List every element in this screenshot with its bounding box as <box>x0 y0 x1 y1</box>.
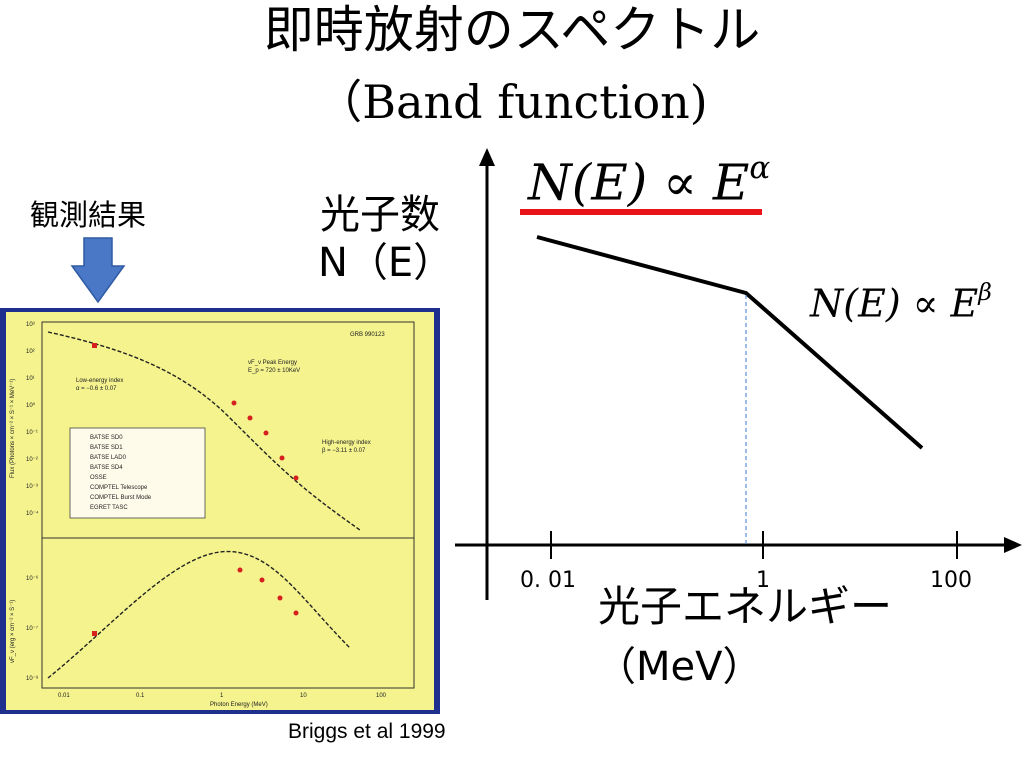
formula-exponent: α <box>749 150 771 186</box>
legend-box <box>69 427 206 519</box>
y-axis-arrowhead <box>479 148 495 166</box>
top-panel-fit-curve <box>47 331 361 531</box>
peak-energy-text: νF_ν Peak Energy <box>248 360 297 366</box>
bottom-panel-data-points <box>92 567 299 636</box>
peak-energy-value: E_p = 720 ± 10KeV <box>248 368 300 374</box>
legend-item: OSSE <box>90 475 107 481</box>
figure-y-tick: 10⁻³ <box>26 484 38 490</box>
legend-item: BATSE SD0 <box>90 435 123 441</box>
figure-x-tick: 10 <box>300 693 307 699</box>
figure-y-tick: 10¹ <box>26 376 35 382</box>
legend-item: EGRET TASC <box>90 505 128 511</box>
plot-label: GRB 990123 <box>350 332 385 338</box>
figure-x-tick: 0.1 <box>136 693 145 699</box>
figure-xlabel: Photon Energy (MeV) <box>210 702 268 708</box>
formula-op: ∝ <box>912 281 939 326</box>
x-tick-label: 1 <box>756 568 770 593</box>
figure-top-ylabel: Flux (Photons × cm⁻² × S⁻¹ × MeV⁻¹) <box>10 379 16 478</box>
formula-power-base: E <box>712 153 750 212</box>
observation-plot: BATSE SD0 BATSE SD1 BATSE LAD0 BATSE SD4… <box>6 312 434 710</box>
legend-item: BATSE SD4 <box>90 465 123 471</box>
formula-high-energy: N(E) ∝ Eβ <box>810 278 992 325</box>
figure-y-tick: 10⁻¹ <box>26 430 38 436</box>
figure-x-tick: 1 <box>220 693 224 699</box>
formula-low-energy: N(E) ∝ Eα <box>528 150 770 212</box>
high-index-value: β = −3.11 ± 0.07 <box>322 448 366 454</box>
figure-bottom-ylabel: νF_ν (erg × cm⁻² × S⁻¹) <box>10 600 16 663</box>
down-arrow-icon <box>70 237 126 304</box>
x-tick-label: 100 <box>930 568 972 593</box>
legend-item: COMPTEL Telescope <box>90 485 148 491</box>
x-tick-label: 0. 01 <box>520 568 576 593</box>
legend-item: BATSE SD1 <box>90 445 123 451</box>
legend-item: COMPTEL Burst Mode <box>90 495 152 501</box>
high-index-text: High-energy index <box>322 440 371 446</box>
figure-x-tick: 0.01 <box>58 693 70 699</box>
page-title: 即時放射のスペクトル <box>263 1 761 59</box>
figure-y-tick: 10⁰ <box>26 402 36 409</box>
figure-x-tick: 100 <box>376 693 387 699</box>
y-axis-label-line2: N（E） <box>318 240 454 286</box>
observation-figure: BATSE SD0 BATSE SD1 BATSE LAD0 BATSE SD4… <box>0 308 440 714</box>
formula-op: ∝ <box>663 153 698 212</box>
legend-item: BATSE LAD0 <box>90 455 127 461</box>
page-subtitle: （Band function) <box>316 75 708 129</box>
band-function-curve <box>536 235 924 450</box>
formula-exponent: β <box>978 278 992 306</box>
bottom-panel-frame <box>41 537 415 689</box>
x-axis-arrowhead <box>1004 537 1022 553</box>
citation: Briggs et al 1999 <box>288 720 446 743</box>
figure-y-tick: 10⁻⁴ <box>26 510 39 517</box>
observation-label: 観測結果 <box>30 198 147 232</box>
formula-power-base: E <box>950 281 979 326</box>
figure-y-tick: 10² <box>26 349 35 355</box>
x-axis-label-line1: 光子エネルギー <box>598 582 893 631</box>
figure-y-tick: 10⁻⁸ <box>26 675 39 682</box>
figure-y-tick: 10⁻⁶ <box>26 575 39 582</box>
figure-y-tick: 10⁻² <box>26 457 38 463</box>
figure-y-tick: 10³ <box>26 322 35 328</box>
y-axis-label-line1: 光子数 <box>320 192 440 238</box>
top-panel-data-points <box>92 343 299 481</box>
low-index-text: Low-energy index <box>76 378 123 384</box>
low-index-value: α = −0.6 ± 0.07 <box>76 386 117 392</box>
x-axis-label-line2: （MeV） <box>596 644 763 690</box>
formula-base: N(E) <box>528 153 648 212</box>
bottom-panel-fit-curve <box>47 550 351 679</box>
formula-base: N(E) <box>810 281 901 326</box>
figure-y-tick: 10⁻⁷ <box>26 625 38 632</box>
